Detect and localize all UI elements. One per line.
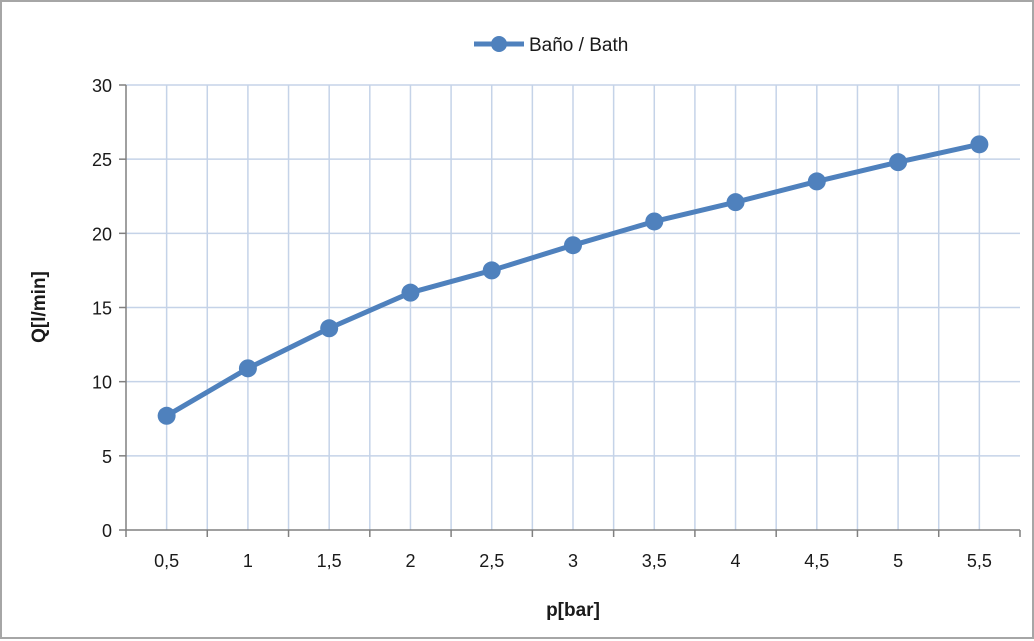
y-tick-label: 25 [92, 150, 112, 170]
data-point [157, 406, 176, 425]
data-point [401, 283, 420, 302]
data-point [482, 261, 501, 280]
x-axis-title: p[bar] [546, 600, 600, 621]
data-point [807, 172, 826, 191]
y-tick-label: 30 [92, 76, 112, 96]
axis-layer: 0 5 10 15 20 25 30 0,5 1 1,5 2 2,5 3 3,5 4 4,5 5 5,5 [92, 76, 1021, 571]
x-tick-label: 1 [243, 551, 253, 571]
data-point [645, 212, 664, 231]
x-tick-label: 4 [731, 551, 741, 571]
data-point [564, 236, 582, 255]
y-tick-label: 20 [92, 224, 112, 244]
data-point [970, 135, 989, 154]
y-tick-label: 10 [92, 373, 112, 393]
legend: Baño / Bath [474, 35, 628, 56]
y-axis-title: Q[l/min] [29, 271, 50, 343]
legend-label: Baño / Bath [529, 35, 628, 56]
y-tick-label: 5 [102, 447, 112, 467]
data-point [320, 319, 339, 338]
data-point [889, 153, 908, 172]
x-tick-label: 0,5 [154, 551, 179, 571]
y-tick-label: 15 [92, 299, 112, 319]
data-point [726, 193, 745, 212]
x-tick-label: 5,5 [967, 551, 992, 571]
x-tick-label: 3,5 [642, 551, 667, 571]
y-tick-label: 0 [102, 521, 112, 541]
x-tick-label: 2 [405, 551, 415, 571]
series-layer [157, 135, 989, 425]
data-point [238, 359, 257, 378]
legend-dot-marker [491, 36, 507, 52]
x-tick-label: 2,5 [479, 551, 504, 571]
grid-layer [126, 84, 1020, 530]
x-tick-label: 4,5 [804, 551, 829, 571]
x-tick-label: 3 [568, 551, 578, 571]
x-tick-label: 5 [893, 551, 903, 571]
x-tick-label: 1,5 [317, 551, 342, 571]
